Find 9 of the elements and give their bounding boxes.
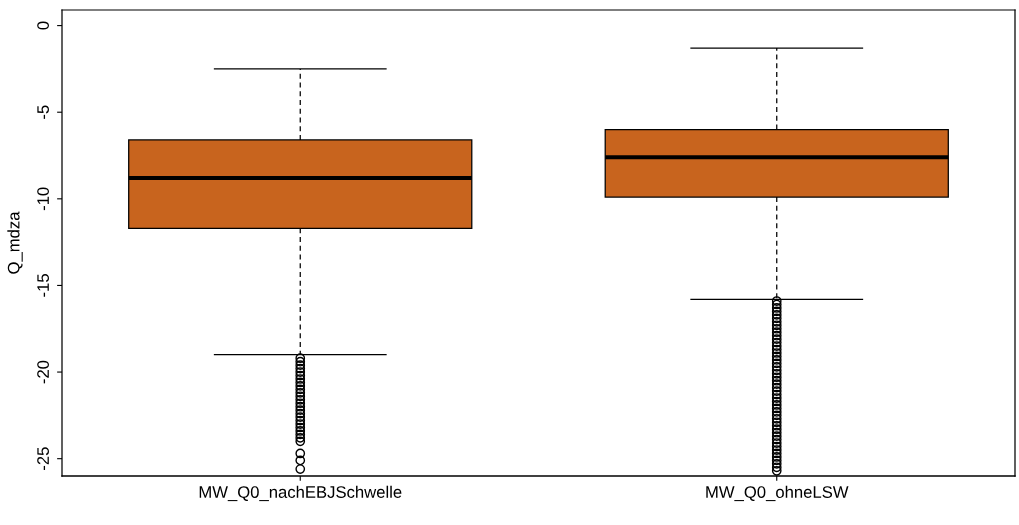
x-tick-label: MW_Q0_ohneLSW	[706, 485, 849, 502]
y-tick-label: -25	[37, 447, 49, 470]
x-tick-label: MW_Q0_nachEBJSchwelle	[199, 485, 402, 502]
y-tick-label: -15	[37, 274, 49, 297]
y-tick-label: -10	[37, 187, 49, 211]
y-axis-title: Q_mdza	[7, 211, 23, 274]
y-tick-label: -5	[37, 105, 49, 119]
y-tick-label: 0	[37, 21, 49, 30]
y-tick-label: -20	[37, 360, 49, 384]
